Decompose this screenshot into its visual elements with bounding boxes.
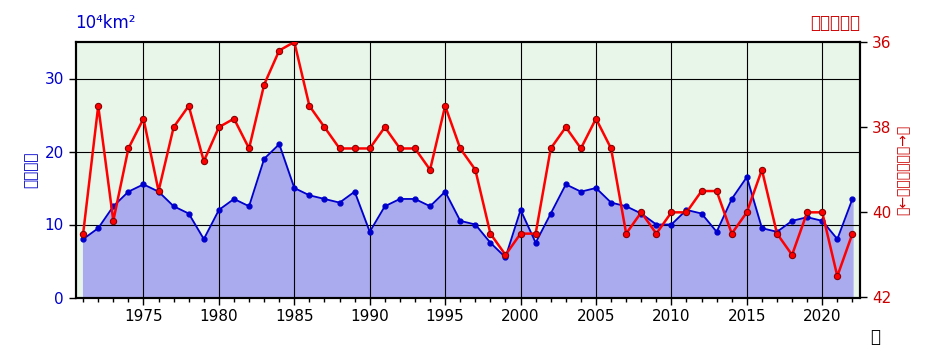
Text: 年: 年 xyxy=(869,328,879,346)
Y-axis label: 平均面積: 平均面積 xyxy=(24,152,39,188)
Text: 北緯（度）: 北緯（度） xyxy=(809,14,859,32)
Y-axis label: 南←平均南限位置→北: 南←平均南限位置→北 xyxy=(896,125,910,215)
Text: 10⁴km²: 10⁴km² xyxy=(76,14,136,32)
